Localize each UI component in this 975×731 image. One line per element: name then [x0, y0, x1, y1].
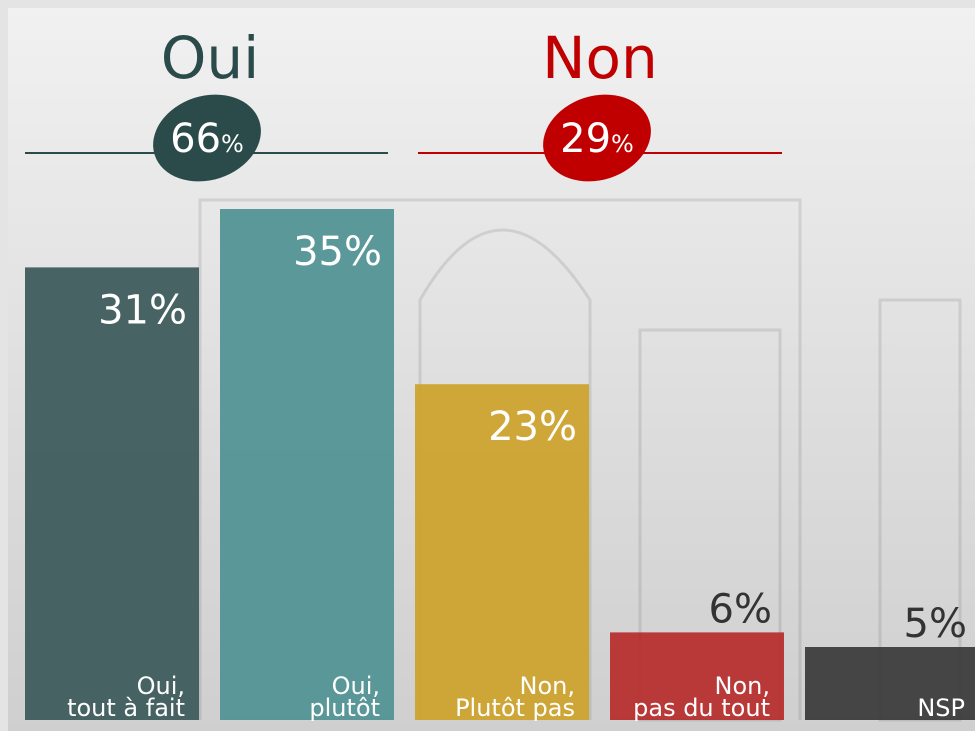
summary-number: 29 [560, 116, 611, 162]
summary-label: Oui [161, 24, 260, 92]
value-label: 23% [488, 404, 577, 450]
summary-unit: % [221, 130, 244, 158]
value-label: 35% [293, 229, 382, 275]
summary-unit: % [611, 130, 634, 158]
category-label: pas du tout [633, 694, 770, 722]
category-label: tout à fait [67, 694, 185, 722]
category-label: plutôt [309, 694, 380, 722]
category-label: Plutôt pas [455, 694, 575, 722]
value-label: 5% [904, 601, 967, 647]
category-label: NSP [917, 694, 965, 722]
summary-number: 66 [170, 116, 221, 162]
value-label: 31% [98, 287, 187, 333]
value-label: 6% [709, 586, 772, 632]
chart: Oui66%Non29%31%Oui,tout à fait35%Oui,plu… [0, 0, 975, 731]
bar [25, 267, 199, 720]
bar [220, 209, 394, 720]
summary-label: Non [542, 24, 658, 92]
